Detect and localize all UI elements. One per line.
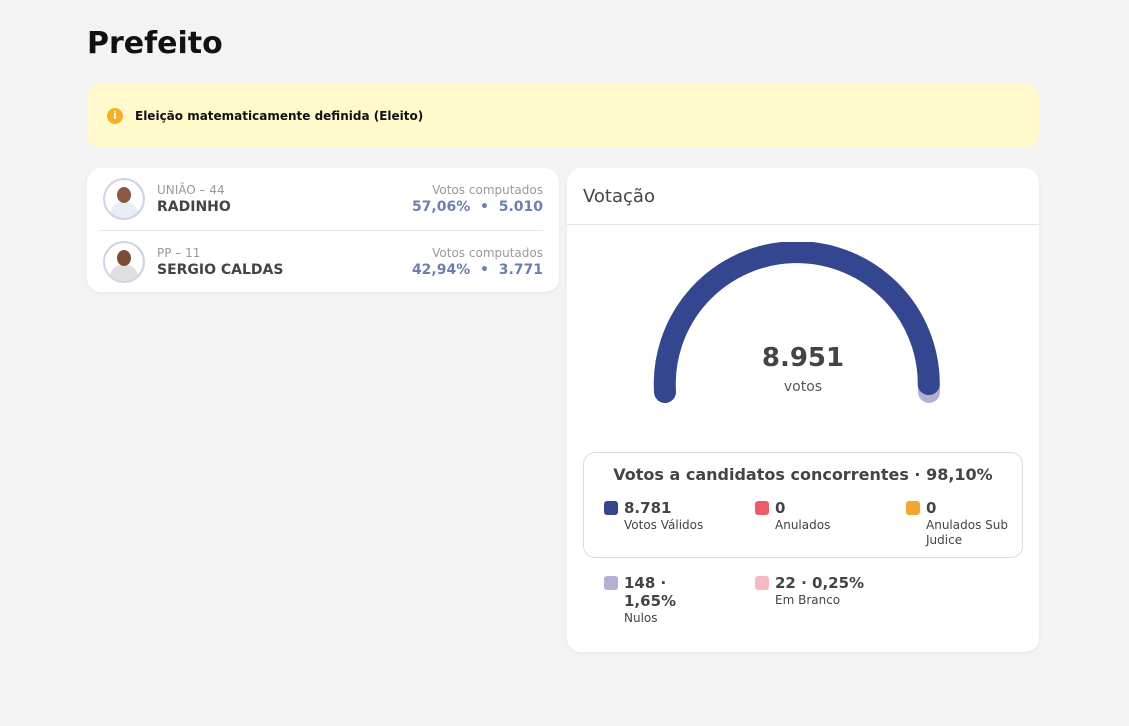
legend-anulados-sub-judice: 0 Anulados Sub Judice — [906, 499, 1018, 548]
election-status-alert: i Eleição matematicamente definida (Elei… — [87, 83, 1039, 148]
votacao-card: Votação 8.951 votos Votos a candidatos c… — [567, 168, 1039, 652]
gauge-valid-arc — [653, 242, 940, 403]
legend-label: Anulados — [775, 518, 831, 532]
legend-votos-validos: 8.781 Votos Válidos — [604, 499, 744, 533]
legend-value: 8.781 — [624, 499, 672, 517]
legend-swatch — [604, 576, 618, 590]
legend-nulos: 148 · 1,65% Nulos — [604, 574, 694, 626]
legend-value: 22 · 0,25% — [775, 574, 865, 592]
votes-count: 5.010 — [498, 199, 543, 215]
alert-text: Eleição matematicamente definida (Eleito… — [135, 108, 424, 123]
candidate-photo — [103, 178, 145, 220]
votes-percent: 57,06% — [411, 199, 471, 215]
legend-label: Votos Válidos — [624, 518, 704, 532]
votes-count: 3.771 — [498, 261, 543, 278]
votes-label: Votos computados — [432, 245, 543, 260]
candidate-photo — [103, 240, 145, 283]
candidate-party: UNIÃO – 44 — [157, 183, 225, 197]
legend-label: Em Branco — [775, 593, 841, 607]
gauge-unit: votos — [783, 379, 823, 395]
legend-swatch — [755, 576, 769, 590]
candidates-card: UNIÃO – 44 RADINHO Votos computados 57,0… — [87, 168, 559, 292]
legend-swatch — [604, 501, 618, 515]
votes-value: 57,06% • 5.010 — [412, 199, 543, 215]
votes-percent: 42,94% — [411, 261, 471, 278]
concorrentes-box: Votos a candidatos concorrentes · 98,10%… — [583, 452, 1023, 558]
legend-swatch — [755, 501, 769, 515]
candidate-name: SERGIO CALDAS — [157, 261, 284, 278]
votacao-title: Votação — [567, 168, 1039, 225]
votes-separator: • — [480, 199, 489, 215]
legend-label: Anulados Sub Judice — [926, 518, 1008, 547]
legend-label: Nulos — [624, 611, 658, 625]
info-icon: i — [107, 107, 123, 124]
legend-swatch — [906, 501, 920, 515]
candidate-name: RADINHO — [157, 199, 231, 215]
legend-value: 0 — [775, 499, 786, 517]
votes-label: Votos computados — [432, 183, 543, 197]
votes-separator: • — [480, 261, 489, 278]
legend-em-branco: 22 · 0,25% Em Branco — [755, 574, 895, 608]
gauge-total: 8.951 — [761, 343, 845, 373]
legend-anulados: 0 Anulados — [755, 499, 895, 533]
votes-value: 42,94% • 3.771 — [412, 262, 543, 278]
legend-value: 148 · 1,65% — [624, 574, 677, 610]
page-title: Prefeito — [87, 26, 223, 61]
candidate-row[interactable]: UNIÃO – 44 RADINHO Votos computados 57,0… — [99, 168, 543, 230]
candidate-party: PP – 11 — [157, 245, 201, 260]
concorrentes-title: Votos a candidatos concorrentes · 98,10% — [613, 465, 993, 484]
legend-value: 0 — [926, 499, 937, 517]
votes-gauge — [653, 242, 940, 403]
candidate-row[interactable]: PP – 11 SERGIO CALDAS Votos computados 4… — [99, 230, 543, 292]
